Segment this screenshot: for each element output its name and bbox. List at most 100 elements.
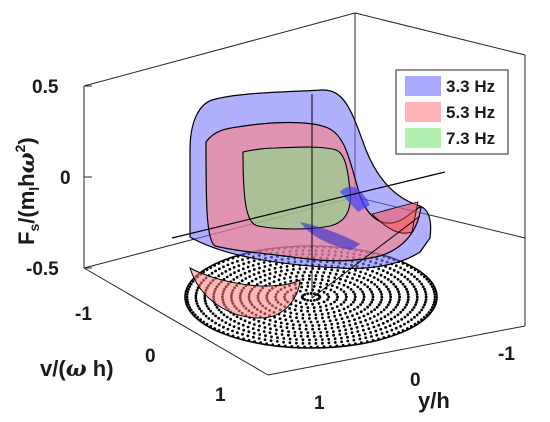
- legend-entry: 3.3 Hz: [446, 77, 495, 96]
- base-ring-dot: [188, 285, 192, 288]
- base-ring-dot: [335, 305, 339, 308]
- base-ring-dot: [289, 311, 293, 315]
- base-ring-dot: [396, 271, 400, 274]
- base-ring-dot: [235, 275, 239, 279]
- base-ring-dot: [396, 287, 399, 291]
- base-ring-dot: [295, 338, 298, 341]
- base-ring-dot: [281, 329, 284, 333]
- base-ring-dot: [242, 328, 246, 332]
- base-ring-dot: [306, 331, 310, 335]
- base-ring-dot: [403, 315, 407, 319]
- base-ring-dot: [410, 318, 413, 321]
- base-ring-dot: [322, 320, 326, 323]
- base-ring-dot: [371, 298, 375, 301]
- base-ring-dot: [268, 272, 272, 276]
- base-ring-dot: [340, 336, 343, 340]
- base-ring-dot: [424, 295, 428, 299]
- base-ring-dot: [298, 323, 302, 327]
- base-ring-dot: [352, 338, 356, 342]
- base-ring-dot: [300, 305, 303, 309]
- base-ring-dot: [207, 307, 211, 310]
- base-ring-dot: [344, 332, 348, 336]
- base-ring-dot: [328, 271, 332, 275]
- base-ring-dot: [311, 324, 314, 327]
- base-ring-dot: [363, 283, 367, 286]
- base-ring-dot: [272, 280, 276, 283]
- base-ring-dot: [214, 269, 218, 273]
- base-ring-dot: [342, 283, 346, 287]
- base-ring-dot: [301, 274, 305, 278]
- base-ring-dot: [248, 269, 251, 273]
- base-ring-dot: [217, 316, 221, 320]
- base-ring-dot: [306, 281, 310, 285]
- base-ring-dot: [284, 318, 288, 322]
- base-ring-dot: [382, 308, 386, 312]
- base-ring-dot: [273, 275, 276, 279]
- base-ring-dot: [382, 282, 386, 286]
- base-ring-dot: [362, 295, 366, 299]
- base-ring-dot: [214, 321, 218, 325]
- base-ring-dot: [237, 322, 241, 325]
- base-ring-dot: [241, 267, 245, 271]
- base-ring-dot: [389, 295, 393, 299]
- base-ring-dot: [339, 288, 343, 291]
- base-ring-dot: [410, 273, 413, 276]
- base-ring-dot: [308, 338, 311, 342]
- base-ring-dot: [314, 316, 318, 320]
- base-ring-dot: [306, 306, 310, 309]
- base-ring-dot: [353, 308, 356, 311]
- base-ring-dot: [393, 275, 397, 279]
- base-ring-dot: [298, 327, 302, 331]
- base-ring-dot: [366, 305, 369, 309]
- base-ring-dot: [267, 268, 271, 271]
- z-axis-label: Fs/(mlhω2): [12, 137, 42, 245]
- base-ring-dot: [394, 285, 398, 289]
- base-ring-dot: [226, 327, 230, 331]
- base-ring-dot: [344, 328, 347, 332]
- base-ring-dot: [258, 266, 261, 270]
- base-ring-dot: [298, 289, 302, 293]
- base-ring-dot: [366, 285, 369, 289]
- base-ring-dot: [389, 310, 393, 314]
- base-ring-dot: [304, 267, 308, 270]
- base-ring-dot: [396, 320, 400, 323]
- base-ring-dot: [371, 321, 374, 325]
- base-ring-dot: [273, 315, 276, 319]
- base-ring-dot: [413, 315, 416, 319]
- base-ring-dot: [379, 273, 383, 277]
- base-ring-dot: [303, 320, 306, 324]
- base-ring-dot: [353, 273, 356, 276]
- base-ring-dot: [306, 334, 310, 338]
- base-ring-dot: [336, 295, 339, 299]
- base-ring-dot: [254, 277, 258, 281]
- base-ring-dot: [403, 306, 407, 309]
- base-ring-dot: [259, 280, 263, 284]
- base-ring-dot: [353, 318, 356, 321]
- base-ring-dot: [187, 303, 190, 307]
- base-ring-dot: [313, 298, 316, 302]
- base-ring-dot: [218, 323, 221, 327]
- base-ring-dot: [340, 317, 344, 321]
- base-ring-dot: [252, 268, 256, 271]
- base-ring-dot: [288, 337, 292, 341]
- base-ring-dot: [330, 326, 334, 330]
- base-ring-dot: [314, 342, 318, 345]
- base-ring-dot: [364, 319, 367, 322]
- base-ring-dot: [406, 298, 410, 301]
- base-ring-dot: [407, 295, 410, 299]
- base-ring-dot: [319, 305, 322, 309]
- base-ring-dot: [299, 281, 303, 285]
- base-ring-dot: [312, 281, 316, 285]
- base-ring-dot: [290, 319, 294, 323]
- base-ring-dot: [237, 327, 241, 330]
- base-ring-dot: [314, 277, 318, 281]
- base-ring-dot: [392, 282, 396, 286]
- base-ring-dot: [301, 338, 305, 342]
- base-ring-dot: [251, 327, 255, 330]
- base-ring-dot: [368, 287, 372, 291]
- base-ring-dot: [414, 287, 417, 291]
- base-ring-dot: [420, 308, 423, 312]
- base-ring-dot: [335, 286, 339, 289]
- base-ring-dot: [352, 334, 355, 338]
- base-ring-dot: [203, 296, 207, 300]
